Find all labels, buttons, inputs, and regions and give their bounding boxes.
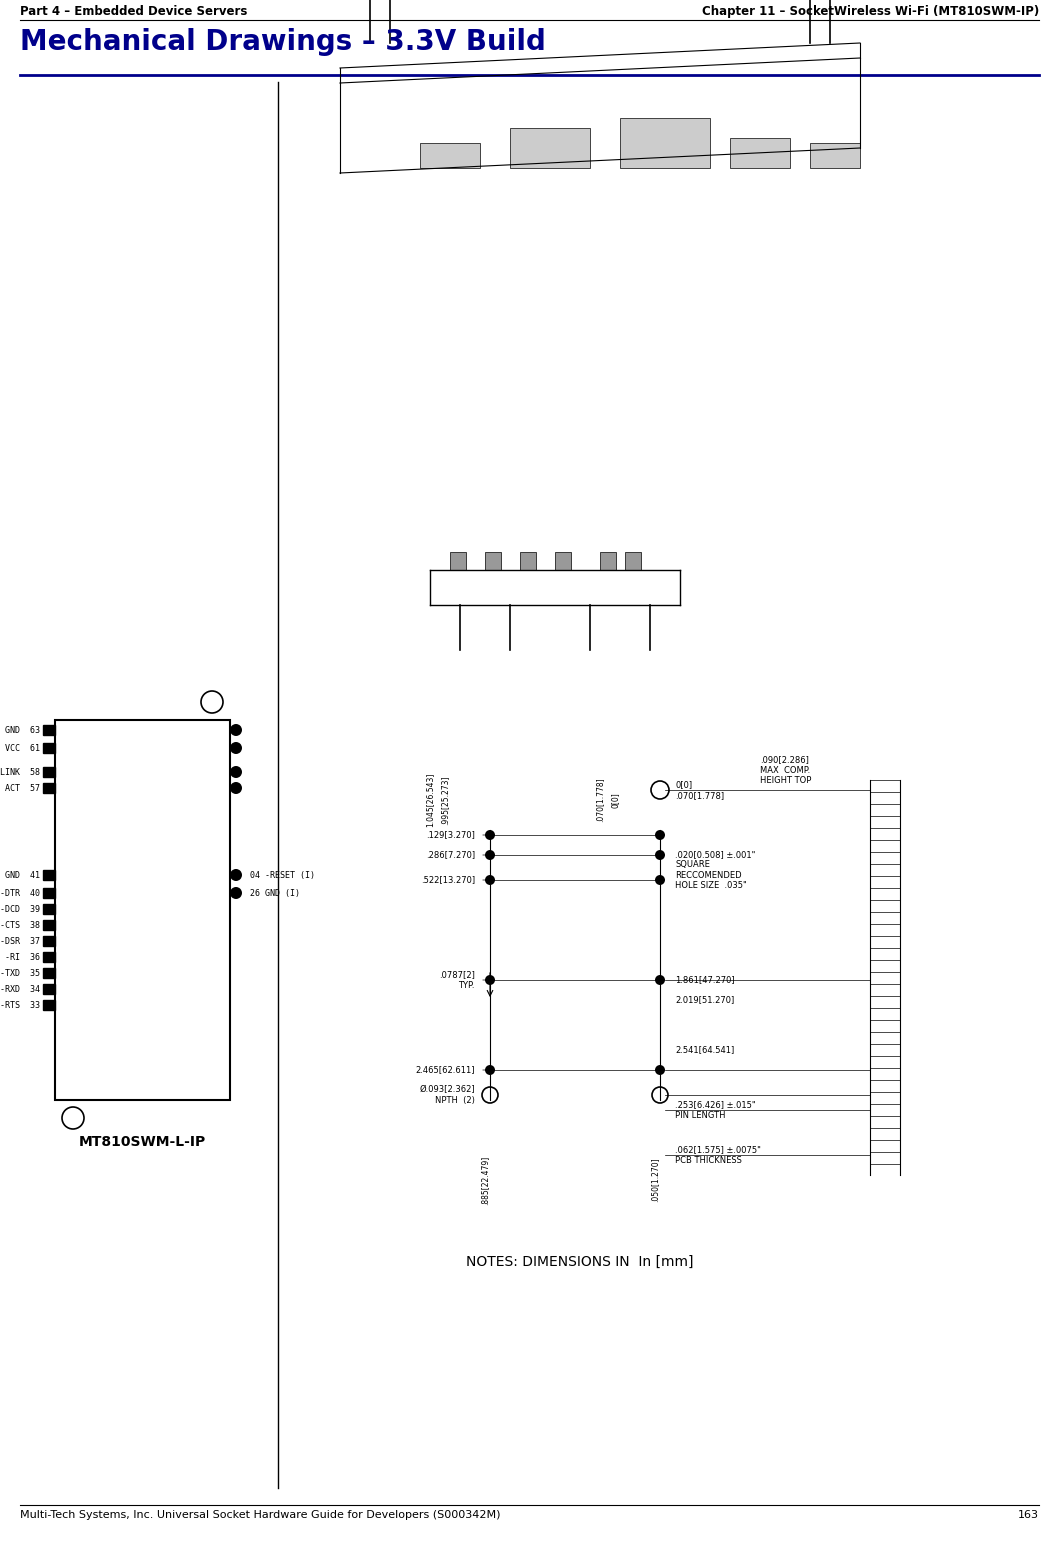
Bar — [43, 743, 55, 754]
Bar — [510, 128, 590, 168]
Bar — [55, 720, 230, 1100]
Text: (O) -DSR  37: (O) -DSR 37 — [0, 937, 40, 946]
Bar — [43, 888, 55, 898]
Text: (O) -RI  36: (O) -RI 36 — [0, 952, 40, 962]
Bar — [520, 552, 536, 570]
Circle shape — [656, 975, 665, 985]
Bar — [43, 968, 55, 979]
Text: (O) -RXD  34: (O) -RXD 34 — [0, 985, 40, 994]
Circle shape — [485, 831, 495, 840]
Circle shape — [485, 875, 495, 885]
Bar — [43, 783, 55, 794]
Bar — [43, 871, 55, 880]
Text: (I) -RTS  33: (I) -RTS 33 — [0, 1000, 40, 1009]
Text: (I) GND  63: (I) GND 63 — [0, 726, 40, 735]
Text: (O) -LED LINK  58: (O) -LED LINK 58 — [0, 767, 40, 777]
Circle shape — [230, 869, 243, 881]
Text: .090[2.286]
MAX  COMP.
HEIGHT TOP: .090[2.286] MAX COMP. HEIGHT TOP — [760, 755, 811, 784]
Text: (O) -CTS  38: (O) -CTS 38 — [0, 920, 40, 929]
Text: (I) VCC  61: (I) VCC 61 — [0, 743, 40, 752]
Circle shape — [656, 875, 665, 885]
Bar — [43, 985, 55, 994]
Circle shape — [230, 781, 243, 794]
Bar — [43, 1000, 55, 1009]
Bar — [420, 143, 480, 168]
Text: .253[6.426] ±.015"
PIN LENGTH: .253[6.426] ±.015" PIN LENGTH — [675, 1100, 756, 1120]
Text: 2.465[62.611]: 2.465[62.611] — [415, 1065, 475, 1074]
Circle shape — [656, 1065, 665, 1076]
Text: 04 -RESET (I): 04 -RESET (I) — [250, 871, 315, 880]
Bar — [620, 119, 710, 168]
Bar — [43, 767, 55, 777]
Bar — [625, 552, 641, 570]
Text: .062[1.575] ±.0075"
PCB THICKNESS: .062[1.575] ±.0075" PCB THICKNESS — [675, 1145, 760, 1165]
Text: Chapter 11 – SocketWireless Wi-Fi (MT810SWM-IP): Chapter 11 – SocketWireless Wi-Fi (MT810… — [702, 5, 1039, 18]
Circle shape — [230, 743, 243, 754]
Text: 2.019[51.270]: 2.019[51.270] — [675, 995, 734, 1005]
Text: MT810SWM-L-IP: MT810SWM-L-IP — [78, 1136, 207, 1150]
Bar — [810, 143, 860, 168]
Text: Mechanical Drawings – 3.3V Build: Mechanical Drawings – 3.3V Build — [20, 28, 545, 55]
Circle shape — [656, 831, 665, 840]
Text: .885[22.479]: .885[22.479] — [481, 1156, 489, 1205]
Bar — [555, 552, 571, 570]
Bar — [730, 139, 790, 168]
Text: .286[7.270]: .286[7.270] — [426, 851, 475, 860]
Text: 163: 163 — [1018, 1510, 1039, 1519]
Circle shape — [230, 724, 243, 737]
Text: .129[3.270]: .129[3.270] — [426, 831, 475, 840]
Text: (O) -DCD  39: (O) -DCD 39 — [0, 905, 40, 914]
Text: (I) -DTR  40: (I) -DTR 40 — [0, 889, 40, 897]
Circle shape — [485, 1065, 495, 1076]
Text: 1.861[47.270]: 1.861[47.270] — [675, 975, 735, 985]
Text: .070[1.778]: .070[1.778] — [595, 778, 605, 823]
Bar — [600, 552, 616, 570]
Text: .0787[2]
TYP.: .0787[2] TYP. — [439, 971, 475, 989]
Circle shape — [485, 975, 495, 985]
Text: (I) -TXD  35: (I) -TXD 35 — [0, 968, 40, 977]
Bar — [43, 952, 55, 962]
Text: Part 4 – Embedded Device Servers: Part 4 – Embedded Device Servers — [20, 5, 248, 18]
Circle shape — [656, 851, 665, 860]
Text: 0[0]: 0[0] — [610, 792, 620, 807]
Bar — [43, 920, 55, 931]
Text: Multi-Tech Systems, Inc. Universal Socket Hardware Guide for Developers (S000342: Multi-Tech Systems, Inc. Universal Socke… — [20, 1510, 501, 1519]
Text: Ø.093[2.362]
NPTH  (2): Ø.093[2.362] NPTH (2) — [419, 1085, 475, 1105]
Text: (O) -LED ACT  57: (O) -LED ACT 57 — [0, 783, 40, 792]
Circle shape — [230, 766, 243, 778]
Text: .522[13.270]: .522[13.270] — [420, 875, 475, 885]
Bar — [485, 552, 501, 570]
Circle shape — [485, 851, 495, 860]
Text: 26 GND (I): 26 GND (I) — [250, 889, 300, 897]
Text: 2.541[64.541]: 2.541[64.541] — [675, 1045, 734, 1054]
Text: .020[0.508] ±.001"
SQUARE
RECCOMENDED
HOLE SIZE  .035": .020[0.508] ±.001" SQUARE RECCOMENDED HO… — [675, 851, 755, 891]
Circle shape — [230, 888, 243, 898]
Text: (I) GND  41: (I) GND 41 — [0, 871, 40, 880]
Text: NOTES: DIMENSIONS IN  In [mm]: NOTES: DIMENSIONS IN In [mm] — [466, 1254, 694, 1268]
Bar — [43, 905, 55, 914]
Bar — [43, 724, 55, 735]
Bar — [450, 552, 466, 570]
Bar — [43, 935, 55, 946]
Text: .050[1.270]: .050[1.270] — [650, 1157, 660, 1202]
Text: .995[25.273]: .995[25.273] — [441, 775, 449, 824]
Text: 0[0]
.070[1.778]: 0[0] .070[1.778] — [675, 780, 724, 800]
Text: 1.045[26.543]: 1.045[26.543] — [426, 774, 434, 828]
